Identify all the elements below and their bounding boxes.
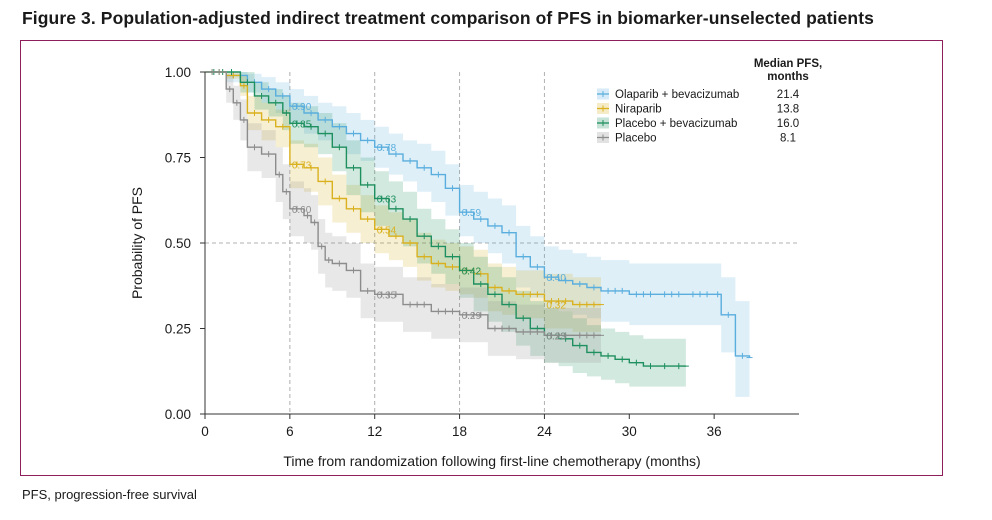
censor-marks-placebo [211, 69, 604, 339]
x-tick-label: 36 [707, 424, 722, 439]
milestone-label-placebo-bevacizumab: 0.85 [292, 119, 312, 130]
milestone-labels: 0.90 0.78 0.59 0.40 0.73 0.54 0.42 0.32 0.85 0.63… [292, 102, 566, 342]
survival-curves [205, 69, 753, 370]
milestone-label-olaparib-bevacizumab: 0.90 [292, 102, 312, 113]
x-tick-label: 0 [201, 424, 209, 439]
milestone-label-placebo: 0.35 [377, 290, 397, 301]
legend-median-value: 21.4 [777, 89, 800, 101]
legend-label: Placebo + bevacizumab [615, 118, 737, 130]
legend-median-value: 16.0 [777, 118, 799, 130]
milestone-label-niraparib: 0.73 [292, 160, 312, 171]
milestone-label-placebo-bevacizumab: 0.42 [462, 266, 482, 277]
x-tick-label: 18 [452, 424, 467, 439]
y-tick-label: 0.00 [165, 407, 191, 422]
legend-label: Placebo [615, 133, 657, 145]
milestone-label-placebo-bevacizumab: 0.63 [377, 195, 397, 206]
x-tick-label: 24 [537, 424, 553, 439]
legend-item-placebo: Placebo 8.1 [597, 132, 796, 145]
y-axis-title: Probability of PFS [129, 187, 145, 299]
legend-label: Niraparib [615, 104, 662, 116]
figure-footnote: PFS, progression-free survival [22, 487, 197, 502]
x-tick-label: 6 [286, 424, 294, 439]
x-axis-title: Time from randomization following first-… [283, 453, 700, 469]
x-tick-label: 30 [622, 424, 637, 439]
milestone-label-placebo-bevacizumab: 0.23 [546, 331, 566, 342]
milestone-label-placebo: 0.23 [546, 331, 566, 342]
milestone-label-niraparib: 0.54 [377, 225, 397, 236]
legend-label: Olaparib + bevacizumab [615, 89, 739, 101]
curve-placebo [205, 71, 601, 336]
ci-band-niraparib [205, 72, 601, 332]
ci-band-placebo-bevacizumab [205, 72, 686, 387]
milestone-label-olaparib-bevacizumab: 0.40 [546, 273, 566, 284]
milestone-label-niraparib: 0.32 [546, 301, 566, 312]
legend-header: months [767, 71, 809, 83]
milestone-label-placebo: 0.29 [462, 311, 482, 322]
milestone-label-niraparib: 0.42 [462, 266, 482, 277]
milestone-label-olaparib-bevacizumab: 0.59 [462, 208, 482, 219]
y-tick-label: 0.50 [165, 236, 191, 251]
censor-marks-niraparib [211, 69, 604, 308]
milestone-label-placebo: 0.60 [292, 205, 312, 216]
y-tick-label: 0.75 [165, 151, 191, 166]
axes: 0 6 12 18 24 30 36 0.00 0.25 0.50 0.75 1.00 Time fro… [129, 65, 799, 469]
legend-item-niraparib: Niraparib 13.8 [597, 103, 799, 116]
legend: Median PFS,months Olaparib + bevacizumab 2… [597, 58, 822, 145]
ci-band-olaparib-bevacizumab [205, 72, 750, 397]
legend-median-value: 8.1 [780, 133, 796, 145]
legend-header: Median PFS, [754, 58, 822, 70]
legend-item-placebo-bevacizumab: Placebo + bevacizumab 16.0 [597, 117, 799, 130]
y-tick-label: 0.25 [165, 322, 191, 337]
y-tick-label: 1.00 [165, 65, 191, 80]
legend-median-value: 13.8 [777, 104, 799, 116]
figure-frame [20, 40, 943, 476]
x-tick-label: 12 [367, 424, 382, 439]
figure-title: Figure 3. Population-adjusted indirect t… [22, 8, 874, 28]
legend-item-olaparib-bevacizumab: Olaparib + bevacizumab 21.4 [597, 88, 800, 101]
milestone-label-olaparib-bevacizumab: 0.78 [377, 143, 397, 154]
